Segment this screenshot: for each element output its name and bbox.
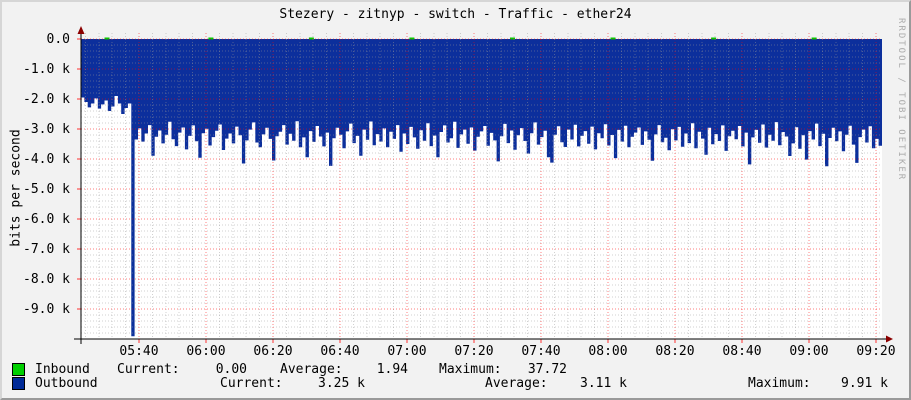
y-tick-label: 0.0: [46, 32, 70, 47]
outbound-maximum-label: Maximum:: [748, 376, 811, 391]
outbound-average-label: Average:: [485, 376, 548, 391]
y-tick-label: -5.0 k: [23, 182, 70, 197]
x-tick-label: 07:00: [387, 344, 427, 359]
y-tick-label: -3.0 k: [23, 122, 70, 137]
x-tick-label: 07:20: [454, 344, 494, 359]
inbound-average-value: 1.94: [376, 362, 408, 377]
x-tick-label: 06:20: [253, 344, 293, 359]
x-tick-label: 05:40: [119, 344, 159, 359]
y-tick-label: -2.0 k: [23, 92, 70, 107]
inbound-swatch-icon: [12, 363, 25, 376]
x-tick-label: 08:40: [722, 344, 762, 359]
x-tick-label: 07:40: [521, 344, 561, 359]
y-tick-label: -9.0 k: [23, 302, 70, 317]
outbound-swatch-icon: [12, 377, 25, 390]
y-tick-label: -7.0 k: [23, 242, 70, 257]
inbound-label: Inbound: [35, 362, 90, 377]
plot-area: [74, 26, 893, 344]
x-tick-label: 08:00: [588, 344, 628, 359]
rrdtool-watermark: RRDTOOL / TOBI OETIKER: [896, 18, 906, 182]
outbound-label: Outbound: [35, 376, 98, 391]
inbound-current-value: 0.00: [215, 362, 247, 377]
outbound-current-value: 3.25 k: [318, 376, 365, 391]
y-tick-label: -1.0 k: [23, 62, 70, 77]
inbound-maximum-label: Maximum:: [439, 362, 502, 377]
x-tick-label: 06:40: [320, 344, 360, 359]
outbound-maximum-value: 9.91 k: [841, 376, 888, 391]
x-tick-label: 09:20: [856, 344, 896, 359]
inbound-average-label: Average:: [280, 362, 343, 377]
y-tick-label: -4.0 k: [23, 152, 70, 167]
inbound-maximum-value: 37.72: [527, 362, 567, 377]
outbound-current-label: Current:: [220, 376, 283, 391]
x-tick-label: 09:00: [789, 344, 829, 359]
graph-title: Stezery - zitnyp - switch - Traffic - et…: [279, 7, 632, 22]
inbound-current-label: Current:: [117, 362, 180, 377]
legend-row-inbound: Inbound Current: 0.00 Average: 1.94 Maxi…: [2, 363, 909, 377]
outbound-average-value: 3.11 k: [580, 376, 627, 391]
legend-row-outbound: Outbound Current: 3.25 k Average: 3.11 k…: [2, 377, 909, 391]
y-tick-label: -6.0 k: [23, 212, 70, 227]
x-tick-label: 06:00: [186, 344, 226, 359]
x-tick-label: 08:20: [655, 344, 695, 359]
y-tick-label: -8.0 k: [23, 272, 70, 287]
